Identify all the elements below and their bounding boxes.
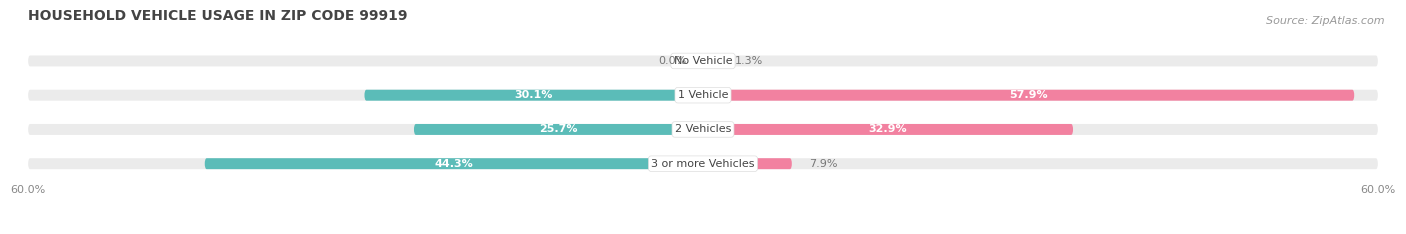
- Text: 7.9%: 7.9%: [808, 159, 837, 169]
- Text: No Vehicle: No Vehicle: [673, 56, 733, 66]
- FancyBboxPatch shape: [703, 124, 1073, 135]
- Text: 1.3%: 1.3%: [734, 56, 762, 66]
- FancyBboxPatch shape: [28, 55, 1378, 66]
- Legend: Owner-occupied, Renter-occupied: Owner-occupied, Renter-occupied: [588, 231, 818, 234]
- FancyBboxPatch shape: [28, 158, 1378, 169]
- FancyBboxPatch shape: [364, 90, 703, 101]
- FancyBboxPatch shape: [703, 55, 717, 66]
- FancyBboxPatch shape: [28, 124, 1378, 135]
- Text: 2 Vehicles: 2 Vehicles: [675, 124, 731, 135]
- FancyBboxPatch shape: [703, 158, 792, 169]
- Text: 57.9%: 57.9%: [1010, 90, 1047, 100]
- Text: 3 or more Vehicles: 3 or more Vehicles: [651, 159, 755, 169]
- Text: 1 Vehicle: 1 Vehicle: [678, 90, 728, 100]
- Text: 25.7%: 25.7%: [540, 124, 578, 135]
- FancyBboxPatch shape: [28, 90, 1378, 101]
- Text: HOUSEHOLD VEHICLE USAGE IN ZIP CODE 99919: HOUSEHOLD VEHICLE USAGE IN ZIP CODE 9991…: [28, 9, 408, 23]
- Text: 30.1%: 30.1%: [515, 90, 553, 100]
- Text: 0.0%: 0.0%: [658, 56, 686, 66]
- Text: 44.3%: 44.3%: [434, 159, 474, 169]
- FancyBboxPatch shape: [703, 90, 1354, 101]
- FancyBboxPatch shape: [413, 124, 703, 135]
- Text: 32.9%: 32.9%: [869, 124, 907, 135]
- Text: Source: ZipAtlas.com: Source: ZipAtlas.com: [1267, 16, 1385, 26]
- FancyBboxPatch shape: [205, 158, 703, 169]
